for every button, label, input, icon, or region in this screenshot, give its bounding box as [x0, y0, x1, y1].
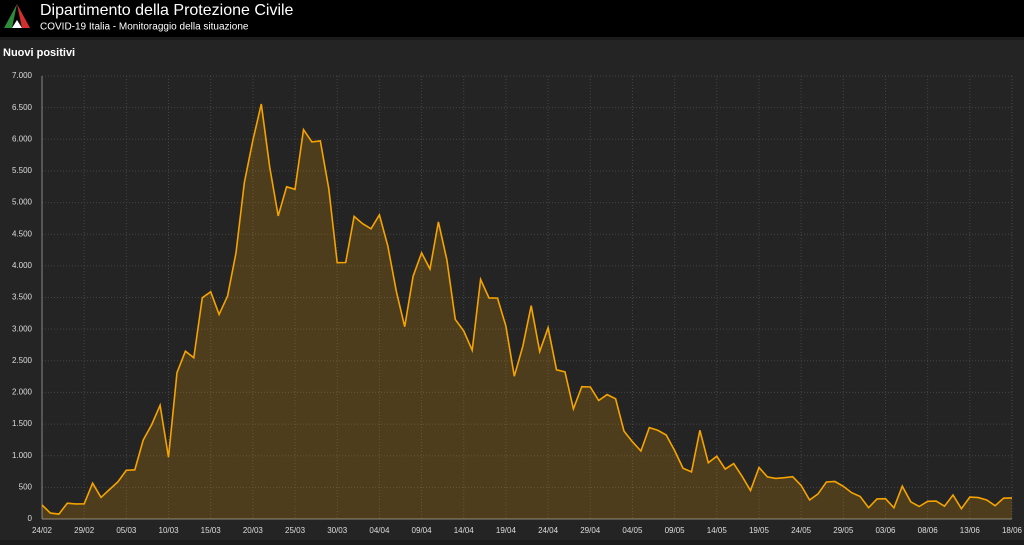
y-tick-label: 6.500 [12, 103, 33, 112]
x-tick-label: 14/04 [454, 526, 475, 535]
y-tick-label: 5.000 [12, 198, 33, 207]
x-tick-label: 04/05 [622, 526, 643, 535]
y-tick-label: 6.000 [12, 134, 33, 143]
x-tick-label: 09/05 [665, 526, 686, 535]
x-tick-label: 29/05 [833, 526, 854, 535]
x-tick-label: 13/06 [960, 526, 981, 535]
x-tick-label: 29/04 [580, 526, 601, 535]
x-tick-label: 24/02 [32, 526, 53, 535]
x-tick-label: 19/05 [749, 526, 770, 535]
y-tick-label: 3.000 [12, 324, 33, 333]
header-bar [0, 0, 1024, 37]
x-tick-label: 04/04 [369, 526, 390, 535]
x-tick-label: 09/04 [412, 526, 433, 535]
x-tick-label: 29/02 [74, 526, 95, 535]
y-tick-label: 1.000 [12, 451, 33, 460]
x-tick-label: 05/03 [116, 526, 137, 535]
x-tick-label: 03/06 [875, 526, 896, 535]
y-tick-label: 7.000 [12, 71, 33, 80]
y-tick-label: 3.500 [12, 293, 33, 302]
x-tick-label: 19/04 [496, 526, 517, 535]
x-tick-label: 18/06 [1002, 526, 1023, 535]
area [42, 104, 1012, 519]
header-title: Dipartimento della Protezione Civile [40, 2, 294, 19]
logo [4, 4, 30, 28]
x-tick-label: 15/03 [201, 526, 222, 535]
y-tick-label: 1.500 [12, 419, 33, 428]
y-tick-label: 500 [19, 482, 33, 491]
x-tick-label: 14/05 [707, 526, 728, 535]
x-tick-label: 30/03 [327, 526, 348, 535]
y-tick-label: 0 [28, 514, 33, 523]
chart-title: Nuovi positivi [3, 47, 75, 59]
x-tick-label: 08/06 [918, 526, 939, 535]
y-tick-label: 2.500 [12, 356, 33, 365]
x-tick-label: 10/03 [159, 526, 180, 535]
plot: 0 500 1.000 1.500 2.000 2.500 3.000 3.500 4.000 4… [12, 71, 1023, 535]
line [41, 103, 1013, 515]
chart-panel [0, 40, 1024, 540]
y-tick-label: 5.500 [12, 166, 33, 175]
y-tick-label: 4.000 [12, 261, 33, 270]
x-tick-label: 20/03 [243, 526, 264, 535]
x-tick-label: 25/03 [285, 526, 306, 535]
x-tick-label: 24/04 [538, 526, 559, 535]
y-tick-label: 2.000 [12, 388, 33, 397]
x-tick-label: 24/05 [791, 526, 812, 535]
header-subtitle: COVID-19 Italia - Monitoraggio della sit… [40, 22, 249, 33]
y-tick-label: 4.500 [12, 229, 33, 238]
